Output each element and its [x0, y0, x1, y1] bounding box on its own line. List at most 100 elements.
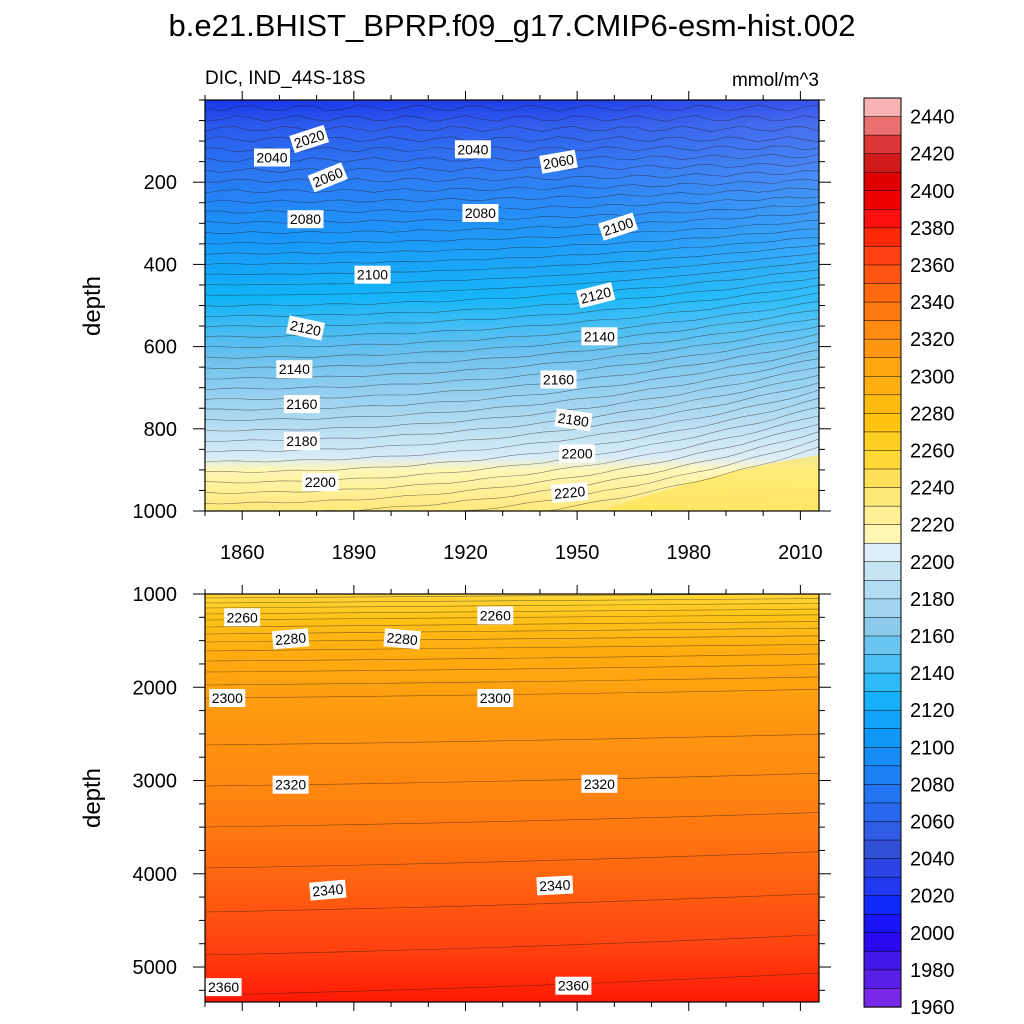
colorbar-swatch [863, 802, 902, 823]
contour-label: 2300 [209, 689, 246, 707]
colorbar-swatch [863, 561, 902, 581]
top-contour-line [458, 438, 819, 511]
contour-label-box [287, 210, 324, 229]
colorbar-swatch [863, 468, 902, 489]
colorbar-swatch [863, 246, 902, 266]
contour-label-box [209, 689, 246, 707]
top-axes: 1860 1890 1920 1950 1980 2010 200 400 600 800 1000 [133, 91, 831, 564]
bottom-y-axis-label: depth [79, 768, 106, 828]
colorbar-swatch [863, 728, 902, 748]
colorbar-tick-label: 2380 [910, 218, 955, 240]
bottom-axes: 1000 2000 3000 4000 5000 [133, 584, 831, 1011]
top-contour-line [205, 211, 819, 235]
contour-label-text: 2200 [305, 474, 336, 490]
contour-label-box [272, 775, 309, 794]
colorbar-swatch [863, 913, 902, 934]
top-contour-line [205, 423, 819, 505]
top-contour-line [205, 260, 819, 296]
colorbar-tick-label: 2400 [910, 181, 955, 203]
colorbar-swatch [863, 598, 902, 619]
contour-label: 2320 [272, 775, 309, 794]
contour-label: 2200 [559, 444, 596, 463]
colorbar-frame [863, 97, 902, 1008]
colorbar-swatch [863, 839, 902, 860]
colorbar-swatch [863, 357, 902, 377]
top-contour-labels: 2020204020602080210021202140216021802200… [254, 124, 639, 504]
colorbar-tick-label: 2140 [910, 663, 955, 685]
y-tick-label: 1000 [133, 584, 178, 606]
colorbar-tick-label: 2020 [910, 886, 955, 908]
y-tick-label: 2000 [133, 677, 178, 699]
contour-label: 2340 [536, 875, 574, 896]
contour-label: 2220 [550, 481, 589, 504]
contour-label: 2360 [555, 976, 592, 995]
y-tick-label: 400 [144, 254, 177, 276]
contour-label-text: 2260 [227, 609, 258, 625]
colorbar-swatch [863, 524, 902, 544]
colorbar: 1960 1980 2000 2020 2040 2060 2080 2100 2120 2140… [863, 97, 955, 1019]
contour-label-box [559, 444, 596, 463]
contour-label-box [271, 628, 310, 650]
contour-label-box [254, 148, 290, 167]
colorbar-tick-label: 2220 [910, 515, 955, 537]
colorbar-swatch [863, 431, 902, 452]
contour-label: 2060 [539, 149, 578, 174]
top-contour-line [205, 244, 819, 275]
colorbar-swatch [863, 116, 902, 136]
top-contour-line [205, 277, 819, 317]
contour-label: 2260 [477, 606, 514, 625]
colorbar-swatch [863, 134, 902, 155]
top-contour-line [205, 161, 819, 173]
colorbar-swatch [863, 672, 902, 693]
colorbar-swatch [863, 264, 902, 285]
contour-label-box [581, 774, 618, 793]
contour-label-text: 2360 [558, 978, 589, 994]
bottom-contour-line [205, 893, 819, 913]
top-contour-line [205, 252, 819, 286]
contour-label-text: 2120 [579, 284, 613, 307]
colorbar-swatch [863, 876, 902, 897]
top-contour-line [311, 431, 819, 511]
x-tick-label: 1890 [332, 542, 377, 564]
top-contour-line [205, 333, 819, 390]
colorbar-tick-label: 2440 [910, 107, 955, 129]
contour-label-box [302, 473, 339, 492]
contour-label: 2320 [581, 774, 618, 793]
contour-label-box [550, 481, 589, 504]
y-tick-label: 3000 [133, 771, 178, 793]
bottom-contour-line [205, 972, 819, 996]
colorbar-swatch [863, 542, 902, 563]
contour-label-text: 2040 [457, 141, 488, 157]
colorbar-swatch [863, 283, 902, 303]
contour-label-text: 2100 [357, 267, 388, 283]
contour-label: 2080 [287, 210, 324, 229]
contour-label-box [462, 204, 499, 222]
colorbar-swatch [863, 709, 902, 730]
contour-label-box [224, 608, 261, 627]
colorbar-swatch [863, 617, 902, 637]
top-contour-line [205, 170, 819, 183]
contour-label: 2340 [309, 879, 347, 901]
top-contour-line [205, 389, 819, 463]
x-tick-label: 2010 [778, 542, 823, 564]
colorbar-swatch [863, 969, 902, 990]
bottom-contour-line [205, 664, 819, 673]
contour-label-box [309, 879, 347, 901]
colorbar-tick-label: 2040 [910, 849, 955, 871]
top-contour-line [205, 219, 819, 245]
colorbar-swatch [863, 320, 902, 340]
colorbar-swatch [863, 209, 902, 229]
colorbar-tick-label: 1960 [910, 997, 955, 1019]
contour-label-box [383, 628, 421, 650]
contour-label: 2160 [283, 395, 320, 414]
top-contour-line [205, 269, 819, 307]
colorbar-swatch [863, 858, 902, 878]
y-tick-label: 1000 [133, 501, 178, 523]
contour-label-box [581, 327, 618, 346]
contour-label: 2140 [581, 327, 618, 346]
colorbar-swatch [863, 376, 902, 396]
top-contour-line [205, 228, 819, 255]
contour-label: 2200 [302, 473, 339, 492]
colorbar-swatch [863, 487, 902, 507]
